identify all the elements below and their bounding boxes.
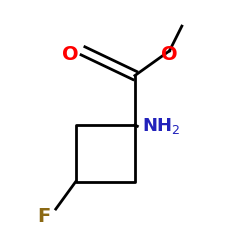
Text: NH$_2$: NH$_2$ <box>142 116 181 136</box>
Text: O: O <box>62 45 79 64</box>
Text: O: O <box>161 45 178 64</box>
Text: F: F <box>37 207 50 226</box>
